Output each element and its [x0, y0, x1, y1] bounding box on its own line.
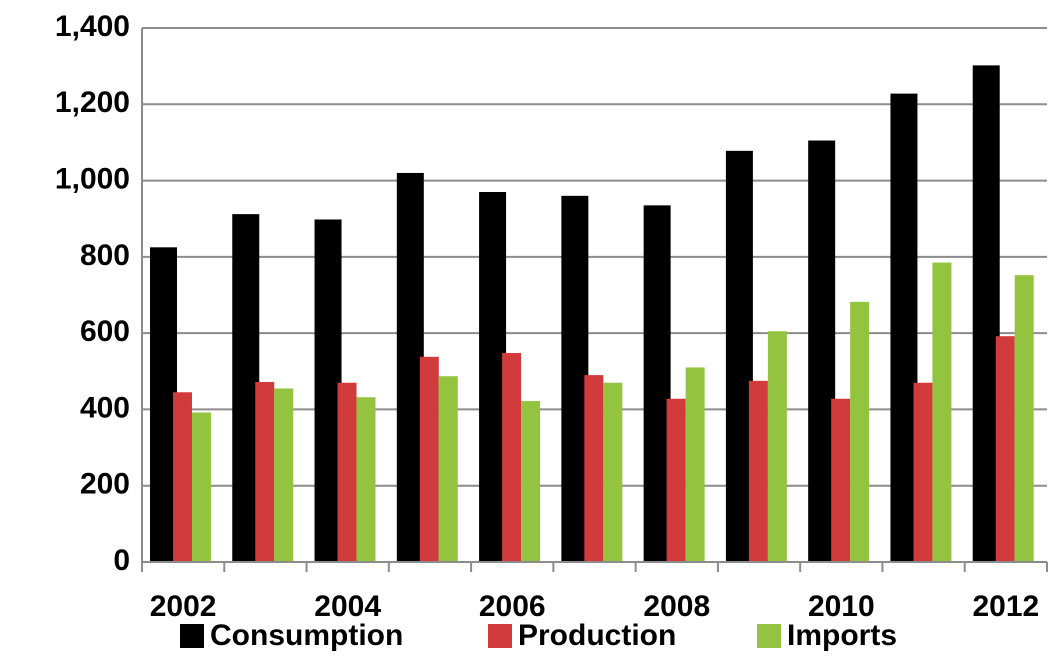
bar — [274, 388, 294, 562]
bar — [191, 412, 211, 562]
y-tick-label: 200 — [80, 468, 130, 501]
x-tick-label: 2006 — [479, 590, 546, 623]
x-tick-label: 2002 — [150, 590, 217, 623]
bar — [1014, 275, 1034, 562]
bar — [685, 367, 705, 562]
legend-label: Imports — [787, 619, 897, 652]
y-tick-label: 400 — [80, 391, 130, 424]
bar — [356, 397, 376, 562]
bar — [172, 392, 192, 562]
bar — [767, 331, 787, 562]
bar — [913, 382, 933, 562]
bar — [149, 247, 177, 563]
bar — [584, 375, 604, 562]
y-tick-label: 600 — [80, 315, 130, 348]
legend-swatch — [757, 624, 781, 648]
bar — [521, 401, 541, 562]
y-tick-label: 1,200 — [55, 86, 130, 119]
bar — [232, 214, 260, 562]
legend-swatch — [180, 624, 204, 648]
legend-label: Consumption — [210, 619, 403, 652]
bar — [831, 398, 851, 562]
y-tick-label: 1,400 — [55, 10, 130, 43]
x-tick-label: 2010 — [808, 590, 875, 623]
bar — [995, 336, 1015, 562]
bar — [666, 398, 686, 562]
bar — [808, 140, 836, 562]
bar — [255, 381, 275, 562]
bar — [438, 376, 458, 562]
legend-label: Production — [518, 619, 676, 652]
x-tick-label: 2004 — [314, 590, 381, 623]
y-tick-label: 800 — [80, 239, 130, 272]
bar — [890, 93, 918, 562]
bar — [850, 301, 870, 562]
bar — [603, 382, 623, 562]
bar — [479, 192, 507, 562]
bar — [972, 65, 1000, 562]
y-tick-label: 1,000 — [55, 162, 130, 195]
x-tick-label: 2008 — [643, 590, 710, 623]
bar — [314, 219, 342, 562]
bar — [748, 380, 768, 562]
bar — [932, 262, 952, 562]
x-tick-label: 2012 — [972, 590, 1039, 623]
y-tick-label: 0 — [113, 544, 130, 577]
bar — [337, 382, 357, 562]
bar — [561, 195, 589, 563]
bar — [396, 172, 424, 562]
bar — [419, 356, 439, 562]
bar — [643, 205, 671, 562]
legend-swatch — [488, 624, 512, 648]
bar — [725, 150, 753, 562]
bar — [502, 352, 522, 562]
